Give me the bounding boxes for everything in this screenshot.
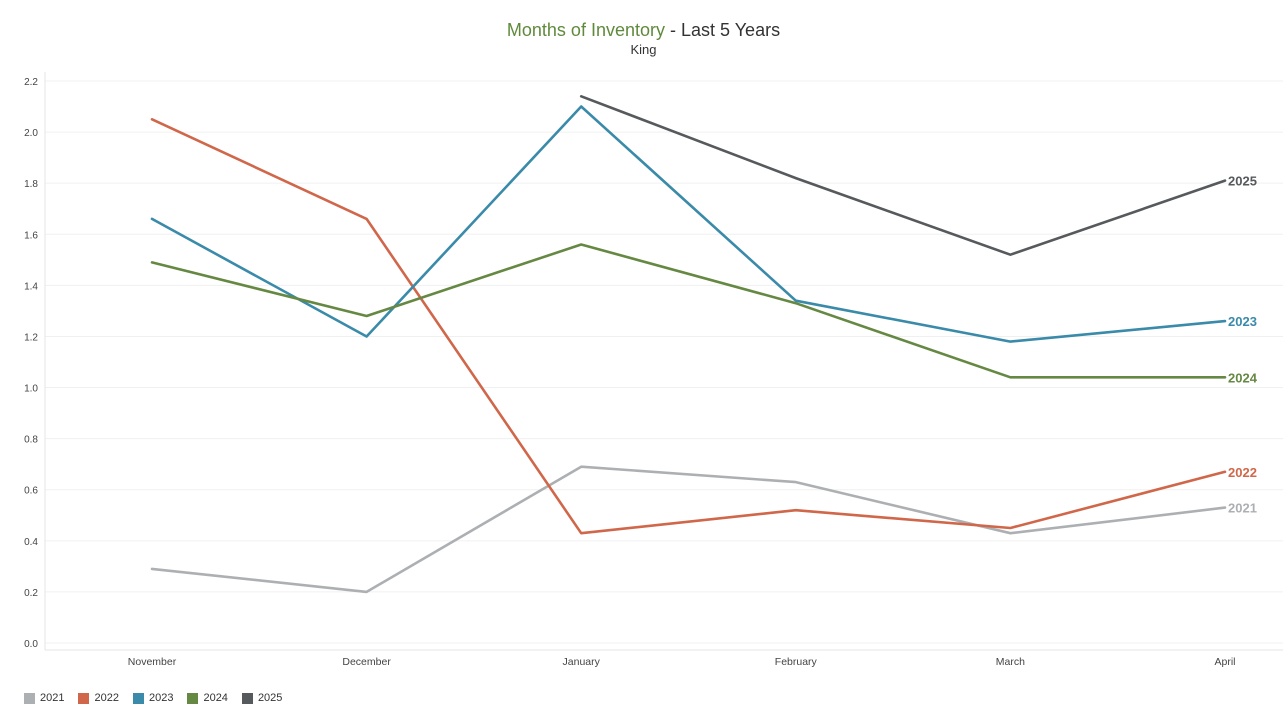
legend-item-2022[interactable]: 2022 [78,692,119,704]
chart-title-main: Months of Inventory [506,20,665,40]
series-end-label-2025: 2025 [1228,174,1257,189]
y-tick-label: 0.4 [24,537,38,548]
legend-label: 2022 [94,692,119,704]
series-end-label-2023: 2023 [1228,314,1257,329]
y-tick-label: 0.6 [24,486,38,497]
chart-subtitle: King [630,42,657,57]
legend-swatch [241,692,253,704]
y-tick-label: 0.2 [24,588,38,599]
y-tick-label: 1.0 [24,384,38,395]
legend-label: 2023 [148,692,174,704]
legend-swatch [78,692,90,704]
series-line-2023 [150,105,1227,343]
x-tick-label: November [128,656,177,668]
legend-item-2023[interactable]: 2023 [132,692,174,704]
y-tick-label: 2.0 [24,128,38,139]
chart-title: Months of Inventory - Last 5 Years [0,18,1287,42]
legend-swatch [132,692,144,704]
chart-title-suffix: - Last 5 Years [665,20,781,40]
y-tick-label: 2.2 [24,77,38,88]
series-line-2022 [150,118,1227,535]
legend-swatch [24,692,35,704]
x-tick-label: March [996,656,1025,668]
y-tick-label: 0.8 [24,435,38,446]
legend-swatch [187,692,199,704]
legend-item-2021[interactable]: 2021 [24,692,64,704]
legend-label: 2024 [203,692,228,704]
series-end-label-2021: 2021 [1228,501,1257,516]
legend-item-2025[interactable]: 2025 [241,692,283,704]
legend-item-2024[interactable]: 2024 [187,692,228,704]
series-end-label-2024: 2024 [1228,370,1258,385]
x-tick-label: February [775,656,818,668]
y-tick-label: 1.2 [24,332,38,343]
y-tick-label: 1.4 [24,281,38,292]
y-tick-label: 0.0 [24,639,38,650]
series-line-2025 [579,95,1227,256]
x-tick-label: January [563,656,601,668]
legend-label: 2021 [40,692,65,704]
legend: 2021 2022 2023 2024 2025 [24,692,282,704]
legend-label: 2025 [257,692,283,704]
series-line-2021 [150,465,1227,594]
series-end-label-2022: 2022 [1228,465,1257,480]
y-tick-label: 1.6 [24,230,38,241]
x-tick-label: December [342,656,391,668]
y-tick-label: 1.8 [24,179,38,190]
x-tick-label: April [1214,656,1235,668]
chart-title-block: Months of Inventory - Last 5 Years King [0,18,1287,58]
series-line-2024 [150,243,1227,379]
